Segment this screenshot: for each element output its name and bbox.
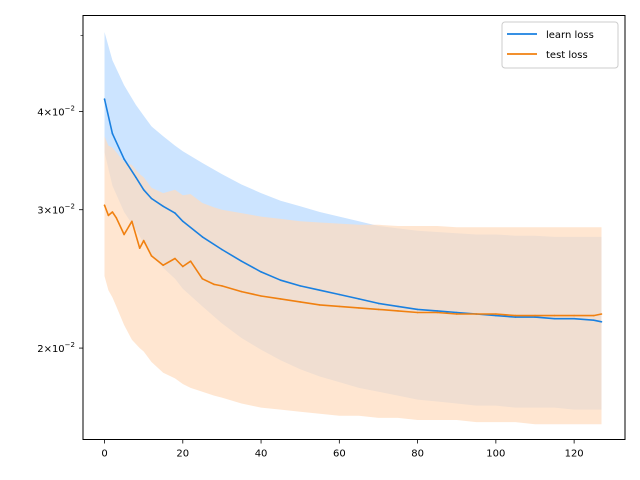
test-loss-point [553,314,556,317]
test-loss-line [103,204,602,317]
test-loss-point [131,220,133,223]
learn-loss-point [455,311,458,314]
test-loss-point [201,278,204,280]
learn-loss-point [514,316,517,318]
learn-loss-point [553,317,556,320]
learn-loss-point [495,314,497,317]
test-loss-point [115,217,118,219]
y-tick-label: 3×10−2 [37,203,75,217]
learn-loss-point [182,220,184,223]
learn-loss-point [358,298,360,300]
test-loss-point [174,257,176,260]
test-loss-point [123,233,125,236]
x-tick-label: 100 [486,449,505,460]
learn-loss-point [201,236,204,238]
learn-loss-point [142,189,145,191]
legend-label-test-loss: test loss [546,50,588,61]
learn-loss-point [111,132,114,135]
test-loss-band [104,136,602,425]
test-loss-point [240,290,243,293]
confidence-bands [104,32,602,425]
test-loss-point [260,295,262,297]
test-loss-point [495,313,497,315]
test-loss-point [436,311,439,314]
x-tick-label: 0 [101,449,107,460]
test-loss-point [514,314,517,317]
learn-loss-point [150,197,153,200]
test-loss-point [150,255,153,257]
test-loss-point [103,204,106,206]
learn-loss-point [299,285,302,287]
legend-box [501,21,619,69]
series-lines [103,98,603,323]
y-tick-label: 4×10−2 [37,105,75,119]
learn-loss-point [397,305,399,308]
learn-loss-point [534,316,536,318]
learn-loss-point [319,289,321,292]
learn-loss-point [600,321,603,323]
test-loss-point [138,247,141,249]
test-loss-point [319,304,321,306]
learn-loss-point [573,317,575,320]
x-tick-label: 60 [333,449,346,460]
test-loss-point [182,265,184,268]
plot-frame [82,15,626,440]
x-tick-label: 80 [411,449,424,460]
test-loss-point [111,211,114,213]
test-loss-point [299,301,302,303]
test-loss-point [573,314,575,317]
test-loss-point [162,264,164,267]
learn-loss-point [279,279,282,282]
learn-loss-point [416,308,419,311]
test-loss-point [455,313,458,315]
learn-loss-point [221,248,223,251]
test-loss-point [189,260,192,263]
learn-loss-point [174,212,176,214]
x-tick-label: 120 [565,449,584,460]
learn-loss-point [260,271,262,273]
learn-loss-point [338,293,341,296]
x-tick-label: 40 [255,449,268,460]
test-loss-point [397,310,399,312]
y-axis: 2×10−2 3×10−2 4×10−2 [37,35,83,355]
learn-loss-point [103,98,106,100]
test-loss-point [600,313,603,315]
learn-loss-point [240,260,243,263]
test-loss-point [416,311,419,314]
test-loss-point [279,298,282,300]
test-loss-point [377,308,380,311]
test-loss-point [213,283,215,286]
test-loss-point [338,305,341,308]
learn-loss-point [162,205,164,208]
legend-label-learn-loss: learn loss [546,30,594,41]
test-loss-point [534,314,536,317]
learn-loss-point [592,319,595,322]
test-loss-point [142,239,145,242]
x-axis: 0 20 40 60 80 100 120 [101,439,584,460]
legend: learn loss test loss [501,21,619,69]
y-tick-label: 2×10−2 [37,341,75,355]
test-loss-point [592,314,595,317]
x-tick-label: 20 [176,449,189,460]
learn-loss-point [436,310,439,312]
learn-loss-point [123,158,125,160]
test-loss-point [358,307,360,309]
test-loss-point [107,214,110,217]
learn-loss-point [135,176,137,178]
test-loss-point [475,313,478,315]
test-loss-point [221,285,223,287]
learn-loss-point [377,302,380,305]
